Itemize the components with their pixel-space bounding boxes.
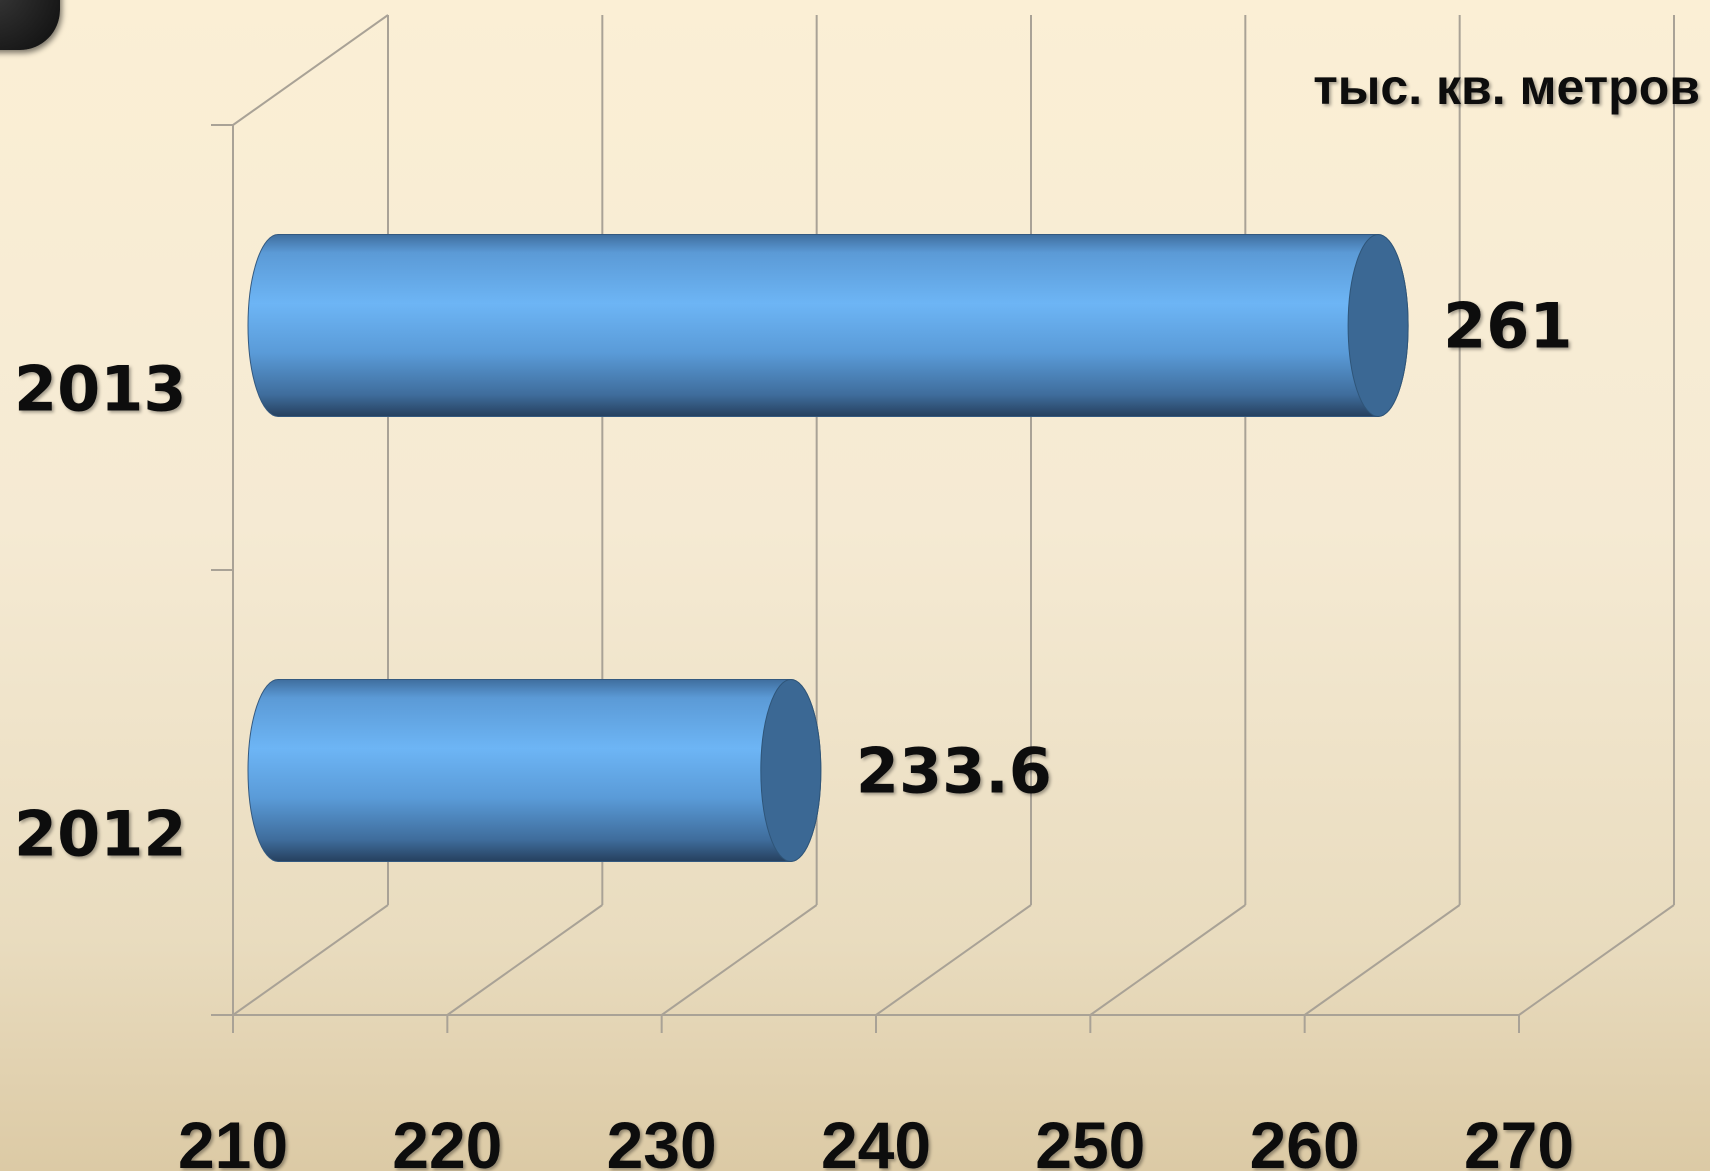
floor-gridline [875,904,1032,1016]
x-tick-label: 220 [392,1108,502,1171]
x-tick-label: 260 [1250,1108,1360,1171]
bar-cap-2012 [760,679,822,862]
x-tick-label: 230 [607,1108,717,1171]
data-label: 233.6 [856,735,1052,808]
bar-2012[interactable] [247,679,822,862]
category-label: 2012 [14,798,187,871]
x-tick-label: 210 [178,1108,288,1171]
floor-gridline [446,904,603,1016]
data-label: 261 [1443,290,1572,363]
floor-gridline [661,904,818,1016]
category-label: 2013 [14,353,187,426]
left-wall-top-edge [232,14,389,126]
bar-2013[interactable] [247,234,1409,417]
x-tick-label: 250 [1035,1108,1145,1171]
floor-gridline [1304,904,1461,1016]
unit-label: тыс. кв. метров [1313,59,1700,115]
floor-gridline [1089,904,1246,1016]
x-tick-label: 240 [821,1108,931,1171]
x-tick-label: 270 [1464,1108,1574,1171]
floor-gridline [232,904,389,1016]
bar-cap-2013 [1347,234,1409,417]
floor-gridline [1518,904,1675,1016]
